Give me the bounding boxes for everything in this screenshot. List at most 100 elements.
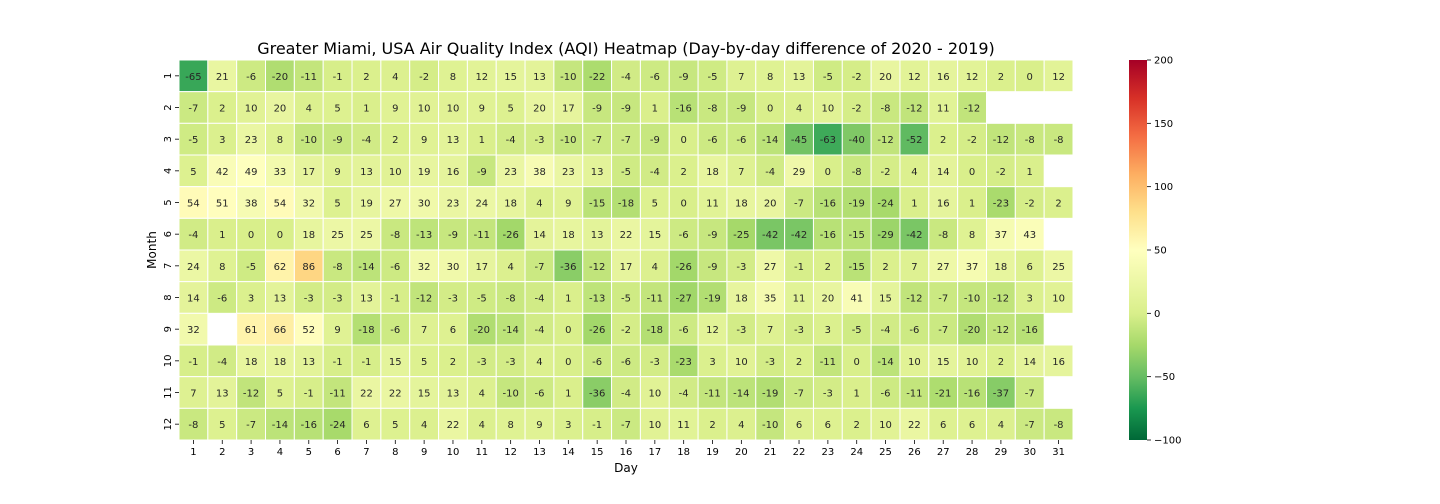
cell-value-label: -11 [820, 357, 836, 368]
colorbar-tick-label: −100 [1154, 436, 1181, 447]
cell-value-label: 7 [738, 167, 744, 178]
cell-value-label: -4 [361, 135, 371, 146]
heatmap-cell [380, 249, 411, 283]
heatmap-cell [466, 91, 497, 124]
cell-value-label: 18 [245, 357, 258, 368]
x-tick-label: 15 [591, 447, 604, 458]
cell-value-label: -1 [333, 357, 343, 368]
cell-value-label: -9 [333, 135, 343, 146]
heatmap-cell [639, 217, 670, 251]
cell-value-label: -8 [1025, 135, 1035, 146]
heatmap-cell [957, 186, 987, 219]
heatmap-cell [293, 312, 324, 346]
heatmap-cell [236, 407, 267, 441]
heatmap-cell [726, 154, 757, 188]
cell-value-label: 32 [418, 262, 431, 273]
cell-value-label: -18 [358, 325, 374, 336]
cell-value-label: 0 [854, 357, 860, 368]
cell-value-label: -7 [621, 135, 631, 146]
heatmap-cell [351, 122, 382, 156]
heatmap-cell [466, 376, 497, 409]
cell-value-label: 4 [392, 72, 398, 83]
cell-value-label: -20 [272, 72, 288, 83]
heatmap-cell [553, 312, 584, 346]
heatmap-cell [293, 281, 324, 314]
cell-value-label: 17 [475, 262, 488, 273]
cell-value-label: -5 [852, 325, 862, 336]
heatmap-cell [466, 407, 497, 441]
cell-value-label: -7 [621, 420, 631, 431]
heatmap-cell [1014, 122, 1045, 156]
heatmap-cell [784, 59, 814, 93]
heatmap-cell [524, 281, 555, 314]
cell-value-label: 0 [680, 135, 686, 146]
cell-value-label: -2 [621, 325, 631, 336]
heatmap-cell [726, 376, 757, 409]
cell-value-label: -5 [477, 294, 487, 305]
cell-value-label: 27 [389, 199, 402, 210]
heatmap-cell [784, 281, 814, 314]
cell-value-label: -45 [791, 135, 807, 146]
cell-value-label: 4 [536, 199, 542, 210]
x-tick-label: 22 [793, 447, 806, 458]
heatmap-cell [582, 154, 613, 188]
heatmap-cell [1014, 249, 1045, 283]
heatmap-cell [351, 376, 382, 409]
cell-value-label: 0 [1027, 72, 1033, 83]
heatmap-cell [1014, 312, 1045, 346]
heatmap-cell [668, 281, 699, 314]
cell-value-label: 14 [187, 294, 200, 305]
cell-value-label: -8 [852, 167, 862, 178]
heatmap-cell [495, 344, 526, 378]
cell-value-label: -22 [589, 72, 605, 83]
cell-value-label: -8 [333, 262, 343, 273]
cell-value-label: -65 [185, 72, 201, 83]
cell-value-label: -4 [650, 167, 660, 178]
x-tick-label: 24 [850, 447, 863, 458]
cell-value-label: -10 [762, 420, 778, 431]
cell-value-label: 1 [969, 199, 975, 210]
heatmap-cell [293, 376, 324, 409]
y-tick-label: 2 [163, 104, 174, 110]
cell-value-label: 9 [334, 325, 340, 336]
cell-value-label: -1 [304, 389, 314, 400]
cell-value-label: 18 [735, 294, 748, 305]
cell-value-label: -8 [1054, 135, 1064, 146]
cell-value-label: 54 [187, 199, 200, 210]
cell-value-label: 8 [969, 230, 975, 241]
heatmap-cell [322, 249, 353, 283]
cell-value-label: -6 [534, 389, 544, 400]
y-axis-label: Month [145, 231, 159, 269]
heatmap-cell [380, 186, 411, 219]
cell-value-label: 10 [735, 357, 748, 368]
y-tick-label: 11 [163, 386, 174, 399]
x-tick-label: 26 [908, 447, 921, 458]
cell-value-label: 21 [216, 72, 229, 83]
heatmap-cell [207, 407, 238, 441]
cell-value-label: 6 [363, 420, 369, 431]
cell-value-label: 24 [475, 199, 488, 210]
cell-value-label: 1 [854, 389, 860, 400]
cell-value-label: 54 [274, 199, 287, 210]
cell-value-label: -18 [618, 199, 634, 210]
cell-value-label: -6 [708, 135, 718, 146]
cell-value-label: -37 [993, 389, 1009, 400]
heatmap-cell [322, 59, 353, 93]
cell-value-label: -9 [477, 167, 487, 178]
cell-value-label: 2 [854, 420, 860, 431]
heatmap-cell [1043, 59, 1074, 93]
heatmap-cell [293, 154, 324, 188]
cell-value-label: 22 [389, 389, 402, 400]
cell-value-label: 17 [620, 262, 633, 273]
heatmap-cell [524, 249, 555, 283]
x-tick-label: 31 [1052, 447, 1065, 458]
cell-value-label: -16 [301, 420, 317, 431]
cell-value-label: -3 [736, 262, 746, 273]
cell-value-label: -5 [246, 262, 256, 273]
cell-value-label: 15 [937, 357, 950, 368]
heatmap-cell [755, 407, 786, 441]
cell-value-label: 12 [706, 325, 719, 336]
cell-value-label: -63 [820, 135, 836, 146]
heatmap-cell [985, 122, 1016, 156]
y-tick-label: 4 [163, 168, 174, 174]
